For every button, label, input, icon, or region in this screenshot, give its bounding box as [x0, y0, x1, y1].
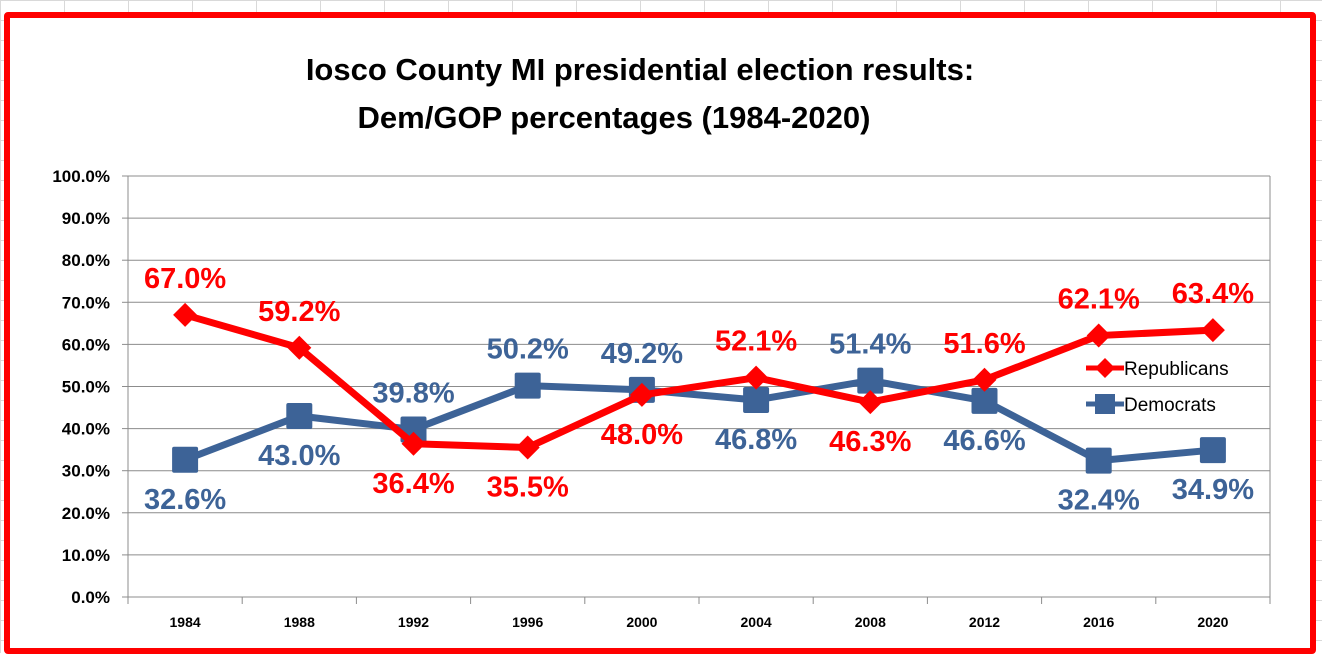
marker-republicans — [858, 390, 883, 415]
data-label-democrats: 32.6% — [144, 484, 226, 516]
series — [172, 302, 1226, 474]
marker-democrats — [514, 372, 541, 399]
marker-republicans — [1200, 318, 1225, 343]
marker-republicans — [173, 302, 198, 327]
data-label-republicans: 46.3% — [829, 426, 911, 458]
marker-democrats — [1199, 437, 1226, 464]
y-tick-label: 30.0% — [62, 462, 110, 481]
y-tick-label: 50.0% — [62, 378, 110, 397]
marker-democrats — [857, 367, 884, 394]
y-tick-label: 100.0% — [52, 167, 110, 186]
y-tick-label: 70.0% — [62, 293, 110, 312]
data-label-republicans: 36.4% — [372, 468, 454, 500]
marker-democrats — [971, 387, 998, 414]
data-labels: 67.0% 59.2% 36.4% 35.5% 48.0% 52.1% 46.3% 51.6%… — [144, 263, 1254, 517]
y-axis-ticks: 0.0% 10.0% 20.0% 30.0% 40.0% 50.0% 60.0% 70.0% 8… — [52, 167, 110, 607]
y-tick-label: 40.0% — [62, 420, 110, 439]
chart-title-line-2: Dem/GOP percentages (1984-2020) — [358, 100, 871, 135]
series-line-republicans — [181, 311, 1217, 452]
marker-republicans — [1086, 323, 1111, 348]
x-tick-label: 2004 — [741, 614, 772, 630]
x-axis-ticks: 1984 1988 1992 1996 2000 2004 2008 2012 2016 2020 — [170, 614, 1229, 630]
y-tick-label: 60.0% — [62, 335, 110, 354]
chart-title: Iosco County MI presidential election re… — [306, 52, 974, 135]
x-tick-label: 2000 — [626, 614, 657, 630]
chart-title-line-1: Iosco County MI presidential election re… — [306, 52, 974, 87]
data-label-republicans: 51.6% — [943, 328, 1025, 360]
marker-democrats — [1085, 447, 1112, 474]
marker-democrats — [172, 446, 199, 473]
x-tick-label: 1996 — [512, 614, 543, 630]
data-label-democrats: 43.0% — [258, 440, 340, 472]
data-label-democrats: 34.9% — [1172, 474, 1254, 506]
x-tick-label: 1984 — [170, 614, 201, 630]
y-tick-label: 20.0% — [62, 504, 110, 523]
data-label-republicans: 63.4% — [1172, 278, 1254, 310]
data-label-democrats: 32.4% — [1058, 485, 1140, 517]
data-label-republicans: 52.1% — [715, 326, 797, 358]
marker-republicans — [629, 382, 654, 407]
legend: Republicans Democrats — [1086, 358, 1229, 416]
x-tick-label: 1988 — [284, 614, 315, 630]
data-label-republicans: 62.1% — [1058, 284, 1140, 316]
legend-marker-democrats — [1095, 394, 1115, 414]
data-label-republicans: 35.5% — [487, 472, 569, 504]
data-label-democrats: 51.4% — [829, 329, 911, 361]
data-label-republicans: 48.0% — [601, 419, 683, 451]
marker-republicans — [515, 435, 540, 460]
x-tick-label: 2016 — [1083, 614, 1114, 630]
legend-label-democrats: Democrats — [1124, 395, 1216, 416]
marker-republicans — [972, 367, 997, 392]
data-label-democrats: 39.8% — [372, 377, 454, 409]
y-tick-label: 80.0% — [62, 251, 110, 270]
marker-republicans — [287, 335, 312, 360]
marker-democrats — [286, 402, 313, 429]
legend-marker-republicans — [1095, 358, 1115, 378]
data-label-democrats: 50.2% — [487, 334, 569, 366]
marker-republicans — [744, 365, 769, 390]
data-label-republicans: 59.2% — [258, 296, 340, 328]
data-label-democrats: 49.2% — [601, 338, 683, 370]
y-tick-label: 10.0% — [62, 546, 110, 565]
marker-democrats — [743, 386, 770, 413]
data-label-democrats: 46.8% — [715, 424, 797, 456]
marker-republicans — [401, 431, 426, 456]
x-tick-label: 2012 — [969, 614, 1000, 630]
legend-label-republicans: Republicans — [1124, 359, 1229, 380]
x-tick-label: 2020 — [1197, 614, 1228, 630]
series-line-democrats — [181, 377, 1217, 465]
x-tick-label: 1992 — [398, 614, 429, 630]
data-label-democrats: 46.6% — [943, 425, 1025, 457]
y-tick-label: 0.0% — [71, 588, 110, 607]
x-tick-label: 2008 — [855, 614, 886, 630]
data-label-republicans: 67.0% — [144, 263, 226, 295]
y-tick-label: 90.0% — [62, 209, 110, 228]
